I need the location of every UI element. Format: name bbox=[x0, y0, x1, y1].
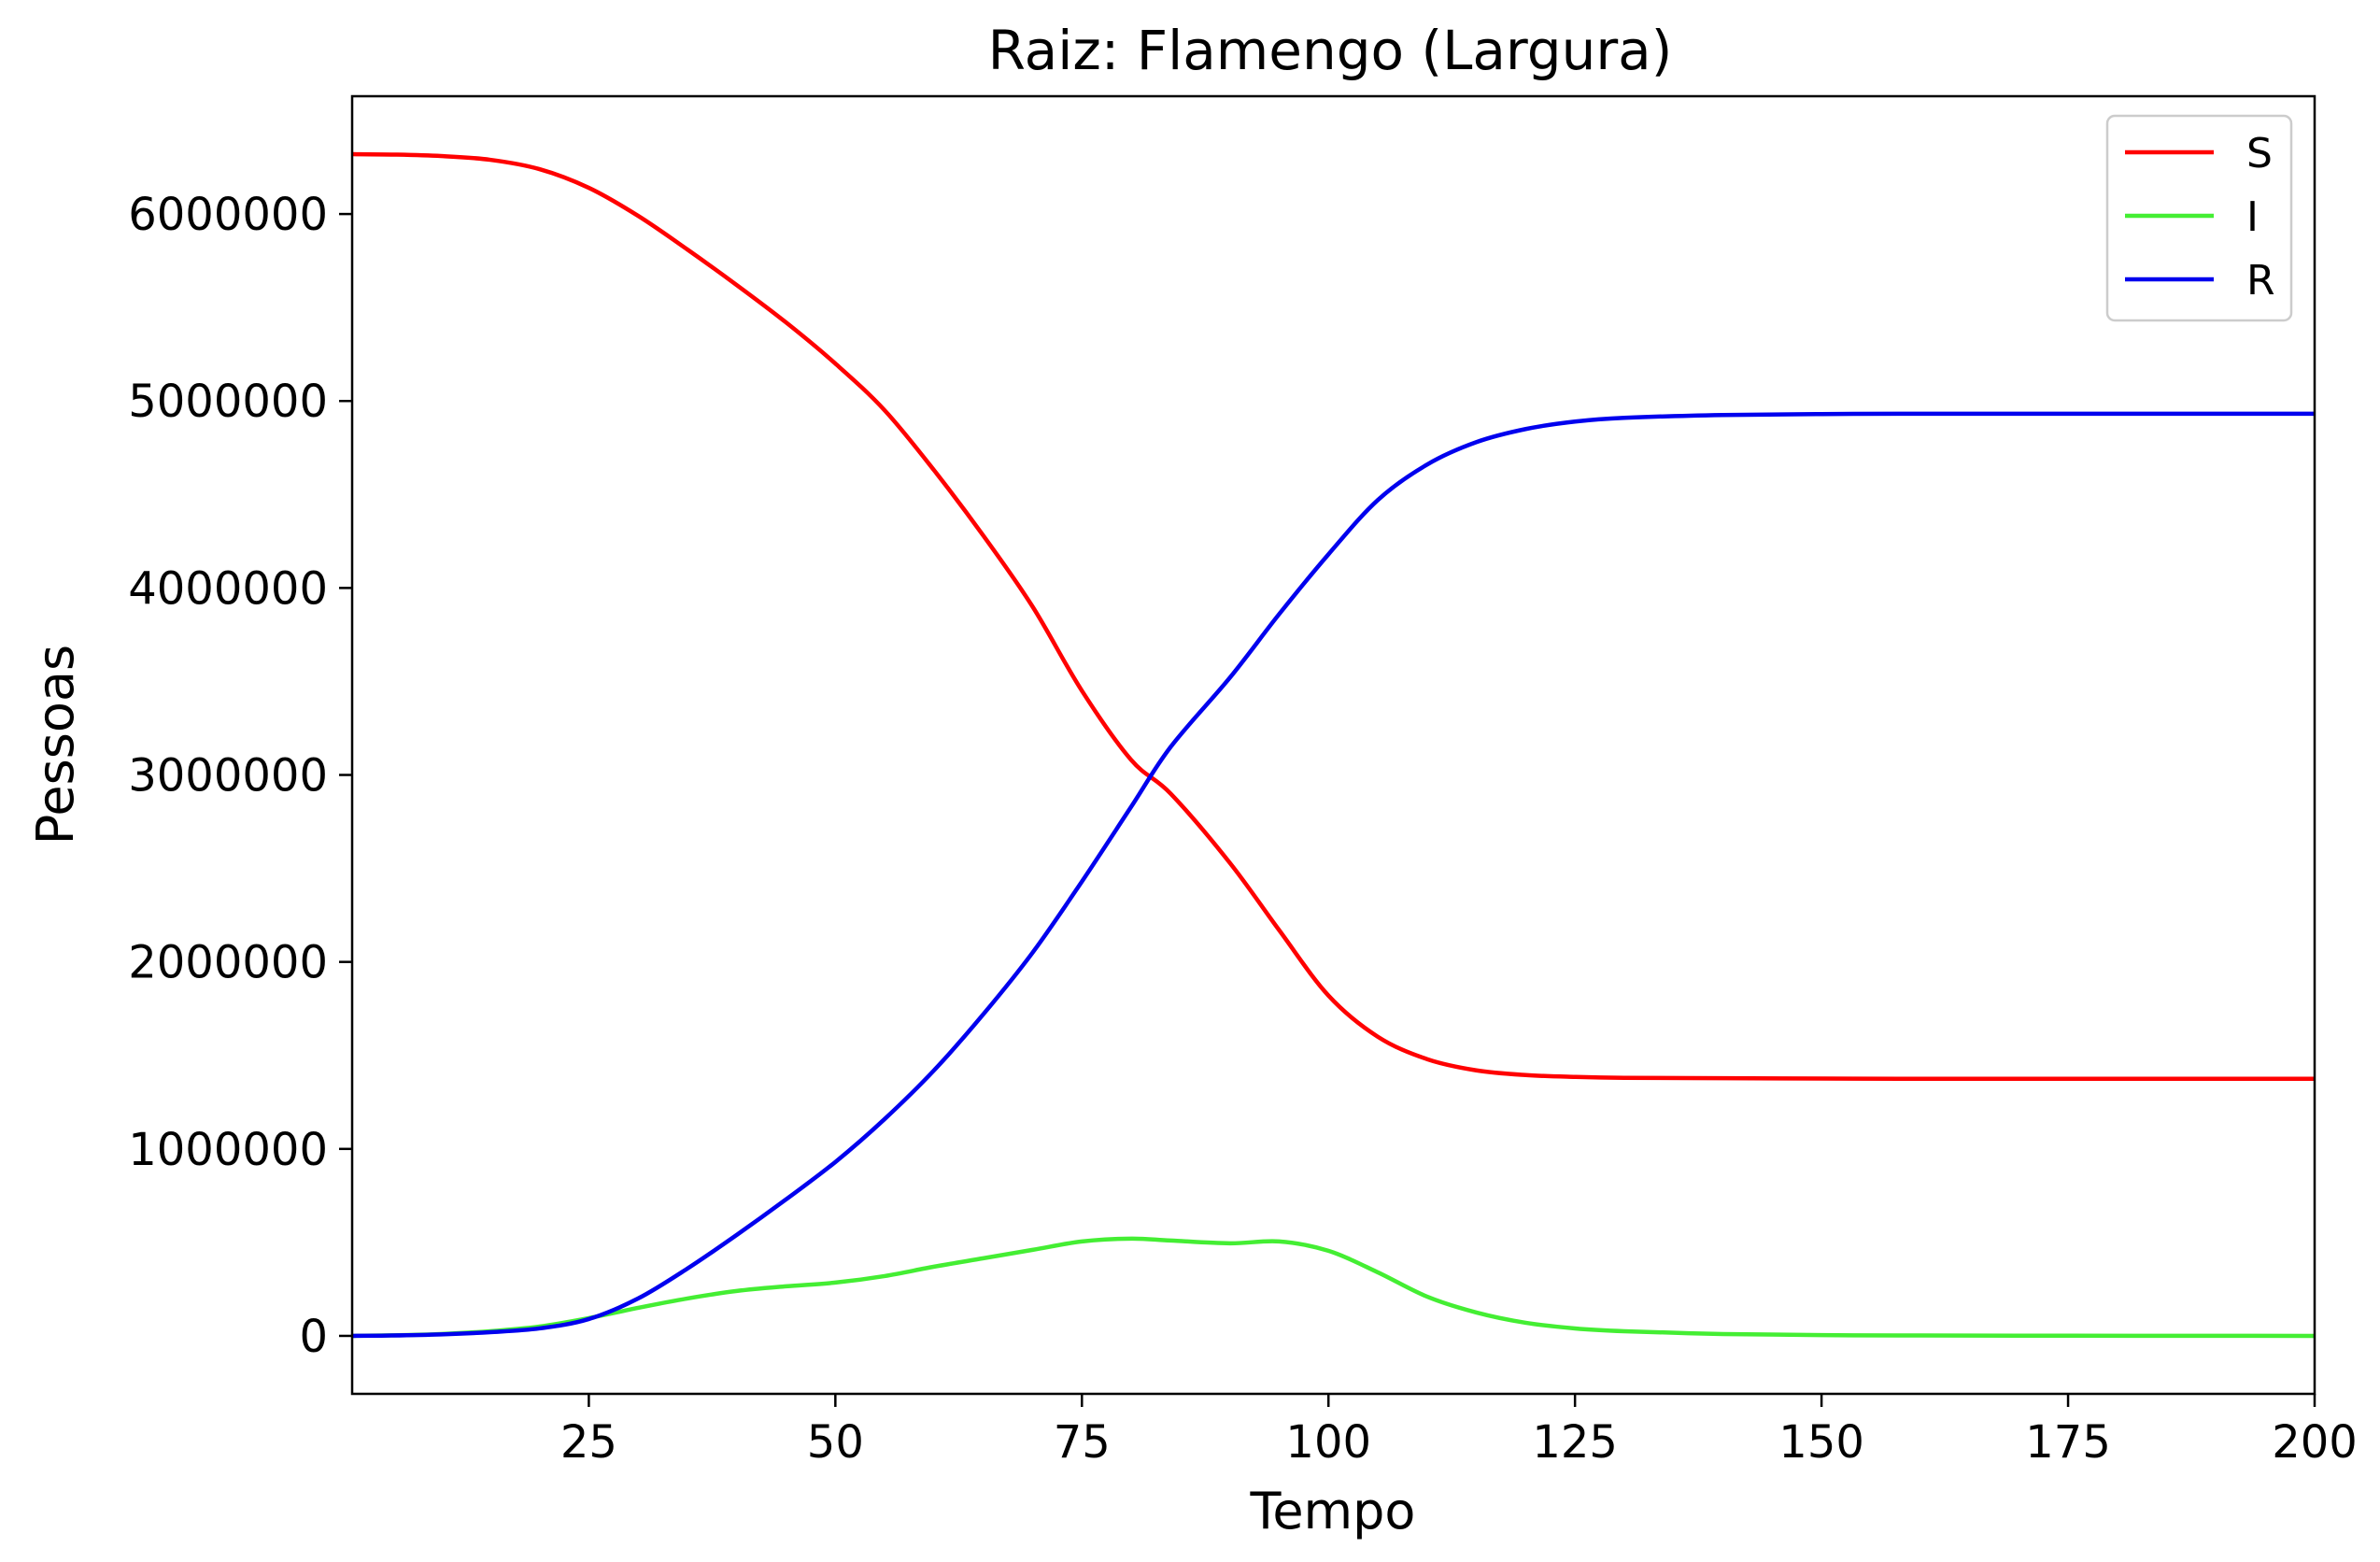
y-tick-label: 2000000 bbox=[128, 937, 328, 989]
x-axis-label: Tempo bbox=[1250, 1482, 1416, 1541]
y-tick-label: 4000000 bbox=[128, 562, 328, 615]
x-tick-label: 175 bbox=[2025, 1416, 2111, 1469]
plot-frame bbox=[350, 94, 2316, 1396]
x-tick-label: 200 bbox=[2272, 1416, 2358, 1469]
legend-label-r: R bbox=[2246, 257, 2275, 305]
chart-title: Raiz: Flamengo (Largura) bbox=[988, 19, 1673, 82]
y-axis-label: Pessoas bbox=[26, 645, 85, 845]
y-tick-label: 0 bbox=[299, 1311, 328, 1363]
x-tick-label: 100 bbox=[1285, 1416, 1371, 1469]
y-axis: 0 1000000 2000000 3000000 4000000 5000000 6000… bbox=[128, 189, 352, 1363]
legend-box bbox=[2105, 114, 2293, 322]
legend: SIR bbox=[2105, 114, 2293, 322]
y-tick-label: 3000000 bbox=[128, 750, 328, 802]
series-line-s bbox=[352, 151, 2315, 1082]
x-tick-label: 150 bbox=[1778, 1416, 1864, 1469]
legend-label-i: I bbox=[2246, 193, 2259, 241]
x-tick-label: 75 bbox=[1054, 1416, 1111, 1469]
series-line-r bbox=[352, 411, 2315, 1339]
x-axis: 25 50 75 100 125 150 175 200 bbox=[560, 1394, 2358, 1469]
series-line-i bbox=[352, 1236, 2315, 1339]
x-tick-label: 25 bbox=[560, 1416, 617, 1469]
y-tick-label: 6000000 bbox=[128, 189, 328, 241]
legend-label-s: S bbox=[2246, 130, 2273, 178]
y-tick-label: 5000000 bbox=[128, 376, 328, 428]
series-layer bbox=[352, 151, 2315, 1339]
y-tick-label: 1000000 bbox=[128, 1124, 328, 1176]
x-tick-label: 125 bbox=[1532, 1416, 1618, 1469]
x-tick-label: 50 bbox=[807, 1416, 864, 1469]
